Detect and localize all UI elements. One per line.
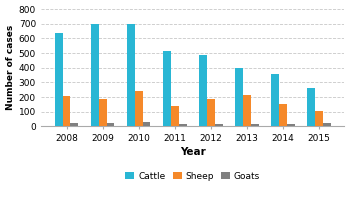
X-axis label: Year: Year [180,147,205,157]
Bar [55,33,63,126]
Bar [199,55,207,126]
Bar [307,87,315,126]
Bar [70,123,78,126]
Bar [106,123,114,126]
Bar [63,96,70,126]
Bar [91,24,99,126]
Bar [287,124,295,126]
Legend: Cattle, Sheep, Goats: Cattle, Sheep, Goats [122,168,264,185]
Bar [178,124,187,126]
Bar [235,68,243,126]
Bar [135,92,142,126]
Bar [127,24,135,126]
Bar [315,110,323,126]
Bar [142,122,150,126]
Y-axis label: Number of cases: Number of cases [6,25,15,110]
Bar [163,51,171,126]
Bar [207,99,215,126]
Bar [171,106,178,126]
Bar [215,124,223,126]
Bar [251,124,259,126]
Bar [279,104,287,126]
Bar [323,123,331,126]
Bar [243,95,251,126]
Bar [99,99,106,126]
Bar [271,74,279,126]
